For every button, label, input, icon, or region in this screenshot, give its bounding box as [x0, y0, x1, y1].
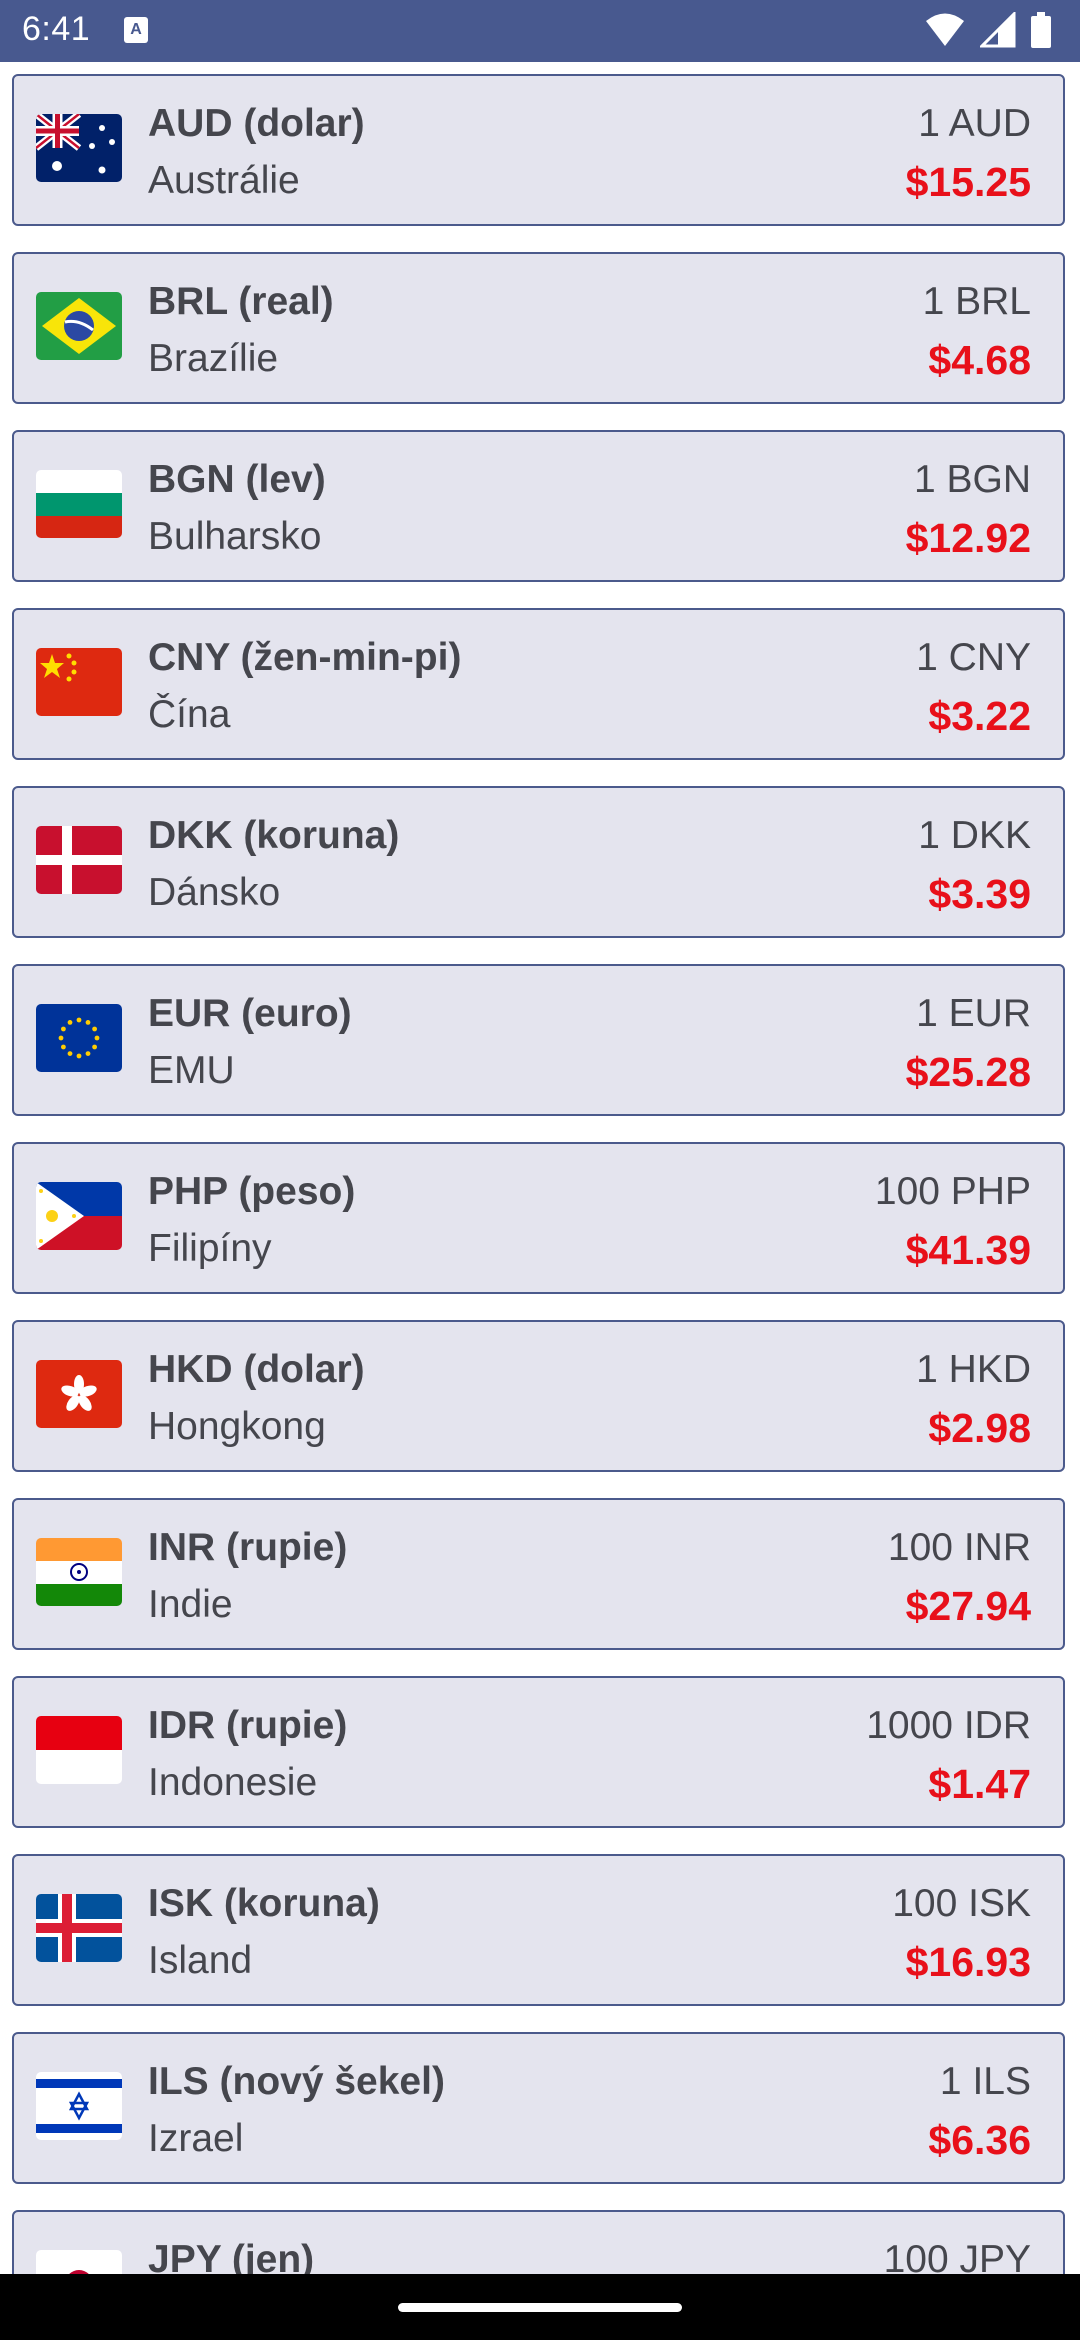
currency-country: Indonesie — [148, 1761, 318, 1804]
currency-amount: 100 INR — [887, 1526, 1031, 1569]
currency-amount: 1 EUR — [916, 992, 1031, 1035]
india-flag-icon — [36, 1538, 122, 1606]
currency-row-aud[interactable]: AUD (dolar) Austrálie 1 AUD $15.25 — [12, 74, 1065, 226]
currency-price: $41.39 — [905, 1227, 1031, 1273]
currency-price: $27.94 — [905, 1583, 1031, 1629]
japan-flag-icon — [36, 2250, 122, 2274]
currency-country: Austrálie — [148, 159, 300, 202]
currency-amount: 1 BGN — [913, 458, 1031, 501]
currency-price: $3.22 — [928, 693, 1031, 739]
currency-price: $3.39 — [928, 871, 1031, 917]
currency-code: EUR (euro) — [148, 992, 352, 1035]
currency-country: Izrael — [148, 2117, 244, 2160]
currency-amount: 1 HKD — [916, 1348, 1031, 1391]
currency-price: $6.36 — [928, 2117, 1031, 2163]
currency-row-eur[interactable]: EUR (euro) EMU 1 EUR $25.28 — [12, 964, 1065, 1116]
currency-row-php[interactable]: PHP (peso) Filipíny 100 PHP $41.39 — [12, 1142, 1065, 1294]
status-bar: 6:41 A — [0, 0, 1080, 62]
currency-code: CNY (žen-min-pi) — [148, 636, 462, 679]
notification-icon: A — [124, 17, 148, 43]
currency-row-jpy[interactable]: JPY (jen) 100 JPY — [12, 2210, 1065, 2274]
status-time: 6:41 — [22, 10, 91, 48]
currency-price: $15.25 — [905, 159, 1031, 205]
currency-price: $25.28 — [905, 1049, 1031, 1095]
currency-code: AUD (dolar) — [148, 102, 365, 145]
currency-code: ILS (nový šekel) — [148, 2060, 445, 2103]
currency-amount: 1 BRL — [922, 280, 1031, 323]
currency-country: EMU — [148, 1049, 235, 1092]
currency-row-cny[interactable]: CNY (žen-min-pi) Čína 1 CNY $3.22 — [12, 608, 1065, 760]
currency-code: BGN (lev) — [148, 458, 326, 501]
currency-country: Hongkong — [148, 1405, 326, 1448]
currency-row-inr[interactable]: INR (rupie) Indie 100 INR $27.94 — [12, 1498, 1065, 1650]
currency-code: DKK (koruna) — [148, 814, 400, 857]
philippines-flag-icon — [36, 1182, 122, 1250]
currency-row-idr[interactable]: IDR (rupie) Indonesie 1000 IDR $1.47 — [12, 1676, 1065, 1828]
currency-code: IDR (rupie) — [148, 1704, 348, 1747]
navigation-bar — [0, 2274, 1080, 2340]
currency-amount: 1000 IDR — [866, 1704, 1031, 1747]
currency-row-dkk[interactable]: DKK (koruna) Dánsko 1 DKK $3.39 — [12, 786, 1065, 938]
bulgaria-flag-icon — [36, 470, 122, 538]
currency-row-isk[interactable]: ISK (koruna) Island 100 ISK $16.93 — [12, 1854, 1065, 2006]
iceland-flag-icon — [36, 1894, 122, 1962]
currency-country: Island — [148, 1939, 253, 1982]
status-icons — [915, 12, 1052, 50]
currency-code: ISK (koruna) — [148, 1882, 380, 1925]
currency-country: Indie — [148, 1583, 233, 1626]
currency-country: Čína — [148, 693, 231, 736]
currency-code: PHP (peso) — [148, 1170, 356, 1213]
currency-country: Bulharsko — [148, 515, 322, 558]
denmark-flag-icon — [36, 826, 122, 894]
currency-row-bgn[interactable]: BGN (lev) Bulharsko 1 BGN $12.92 — [12, 430, 1065, 582]
currency-amount: 1 ILS — [939, 2060, 1031, 2103]
indonesia-flag-icon — [36, 1716, 122, 1784]
currency-price: $16.93 — [905, 1939, 1031, 1985]
currency-amount: 1 DKK — [918, 814, 1031, 857]
china-flag-icon — [36, 648, 122, 716]
currency-country: Filipíny — [148, 1227, 272, 1270]
currency-amount: 100 ISK — [892, 1882, 1031, 1925]
currency-code: HKD (dolar) — [148, 1348, 365, 1391]
currency-row-ils[interactable]: ILS (nový šekel) Izrael 1 ILS $6.36 — [12, 2032, 1065, 2184]
currency-row-brl[interactable]: BRL (real) Brazílie 1 BRL $4.68 — [12, 252, 1065, 404]
wifi-icon — [926, 13, 965, 46]
signal-icon — [979, 12, 1016, 48]
currency-price: $2.98 — [928, 1405, 1031, 1451]
australia-flag-icon — [36, 114, 122, 182]
eu-flag-icon — [36, 1004, 122, 1072]
currency-amount: 1 CNY — [916, 636, 1031, 679]
israel-flag-icon — [36, 2072, 122, 2140]
currency-list[interactable]: AUD (dolar) Austrálie 1 AUD $15.25 BRL (… — [0, 62, 1080, 2274]
currency-amount: 1 AUD — [918, 102, 1031, 145]
currency-country: Dánsko — [148, 871, 281, 914]
currency-code: BRL (real) — [148, 280, 334, 323]
currency-country: Brazílie — [148, 337, 279, 380]
home-gesture-handle[interactable] — [398, 2303, 682, 2312]
currency-price: $1.47 — [928, 1761, 1031, 1807]
hongkong-flag-icon — [36, 1360, 122, 1428]
currency-code: JPY (jen) — [148, 2238, 315, 2274]
battery-icon — [1031, 12, 1051, 48]
currency-row-hkd[interactable]: HKD (dolar) Hongkong 1 HKD $2.98 — [12, 1320, 1065, 1472]
currency-amount: 100 JPY — [883, 2238, 1031, 2274]
currency-price: $12.92 — [905, 515, 1031, 561]
brazil-flag-icon — [36, 292, 122, 360]
currency-amount: 100 PHP — [874, 1170, 1031, 1213]
currency-code: INR (rupie) — [148, 1526, 348, 1569]
currency-price: $4.68 — [928, 337, 1031, 383]
